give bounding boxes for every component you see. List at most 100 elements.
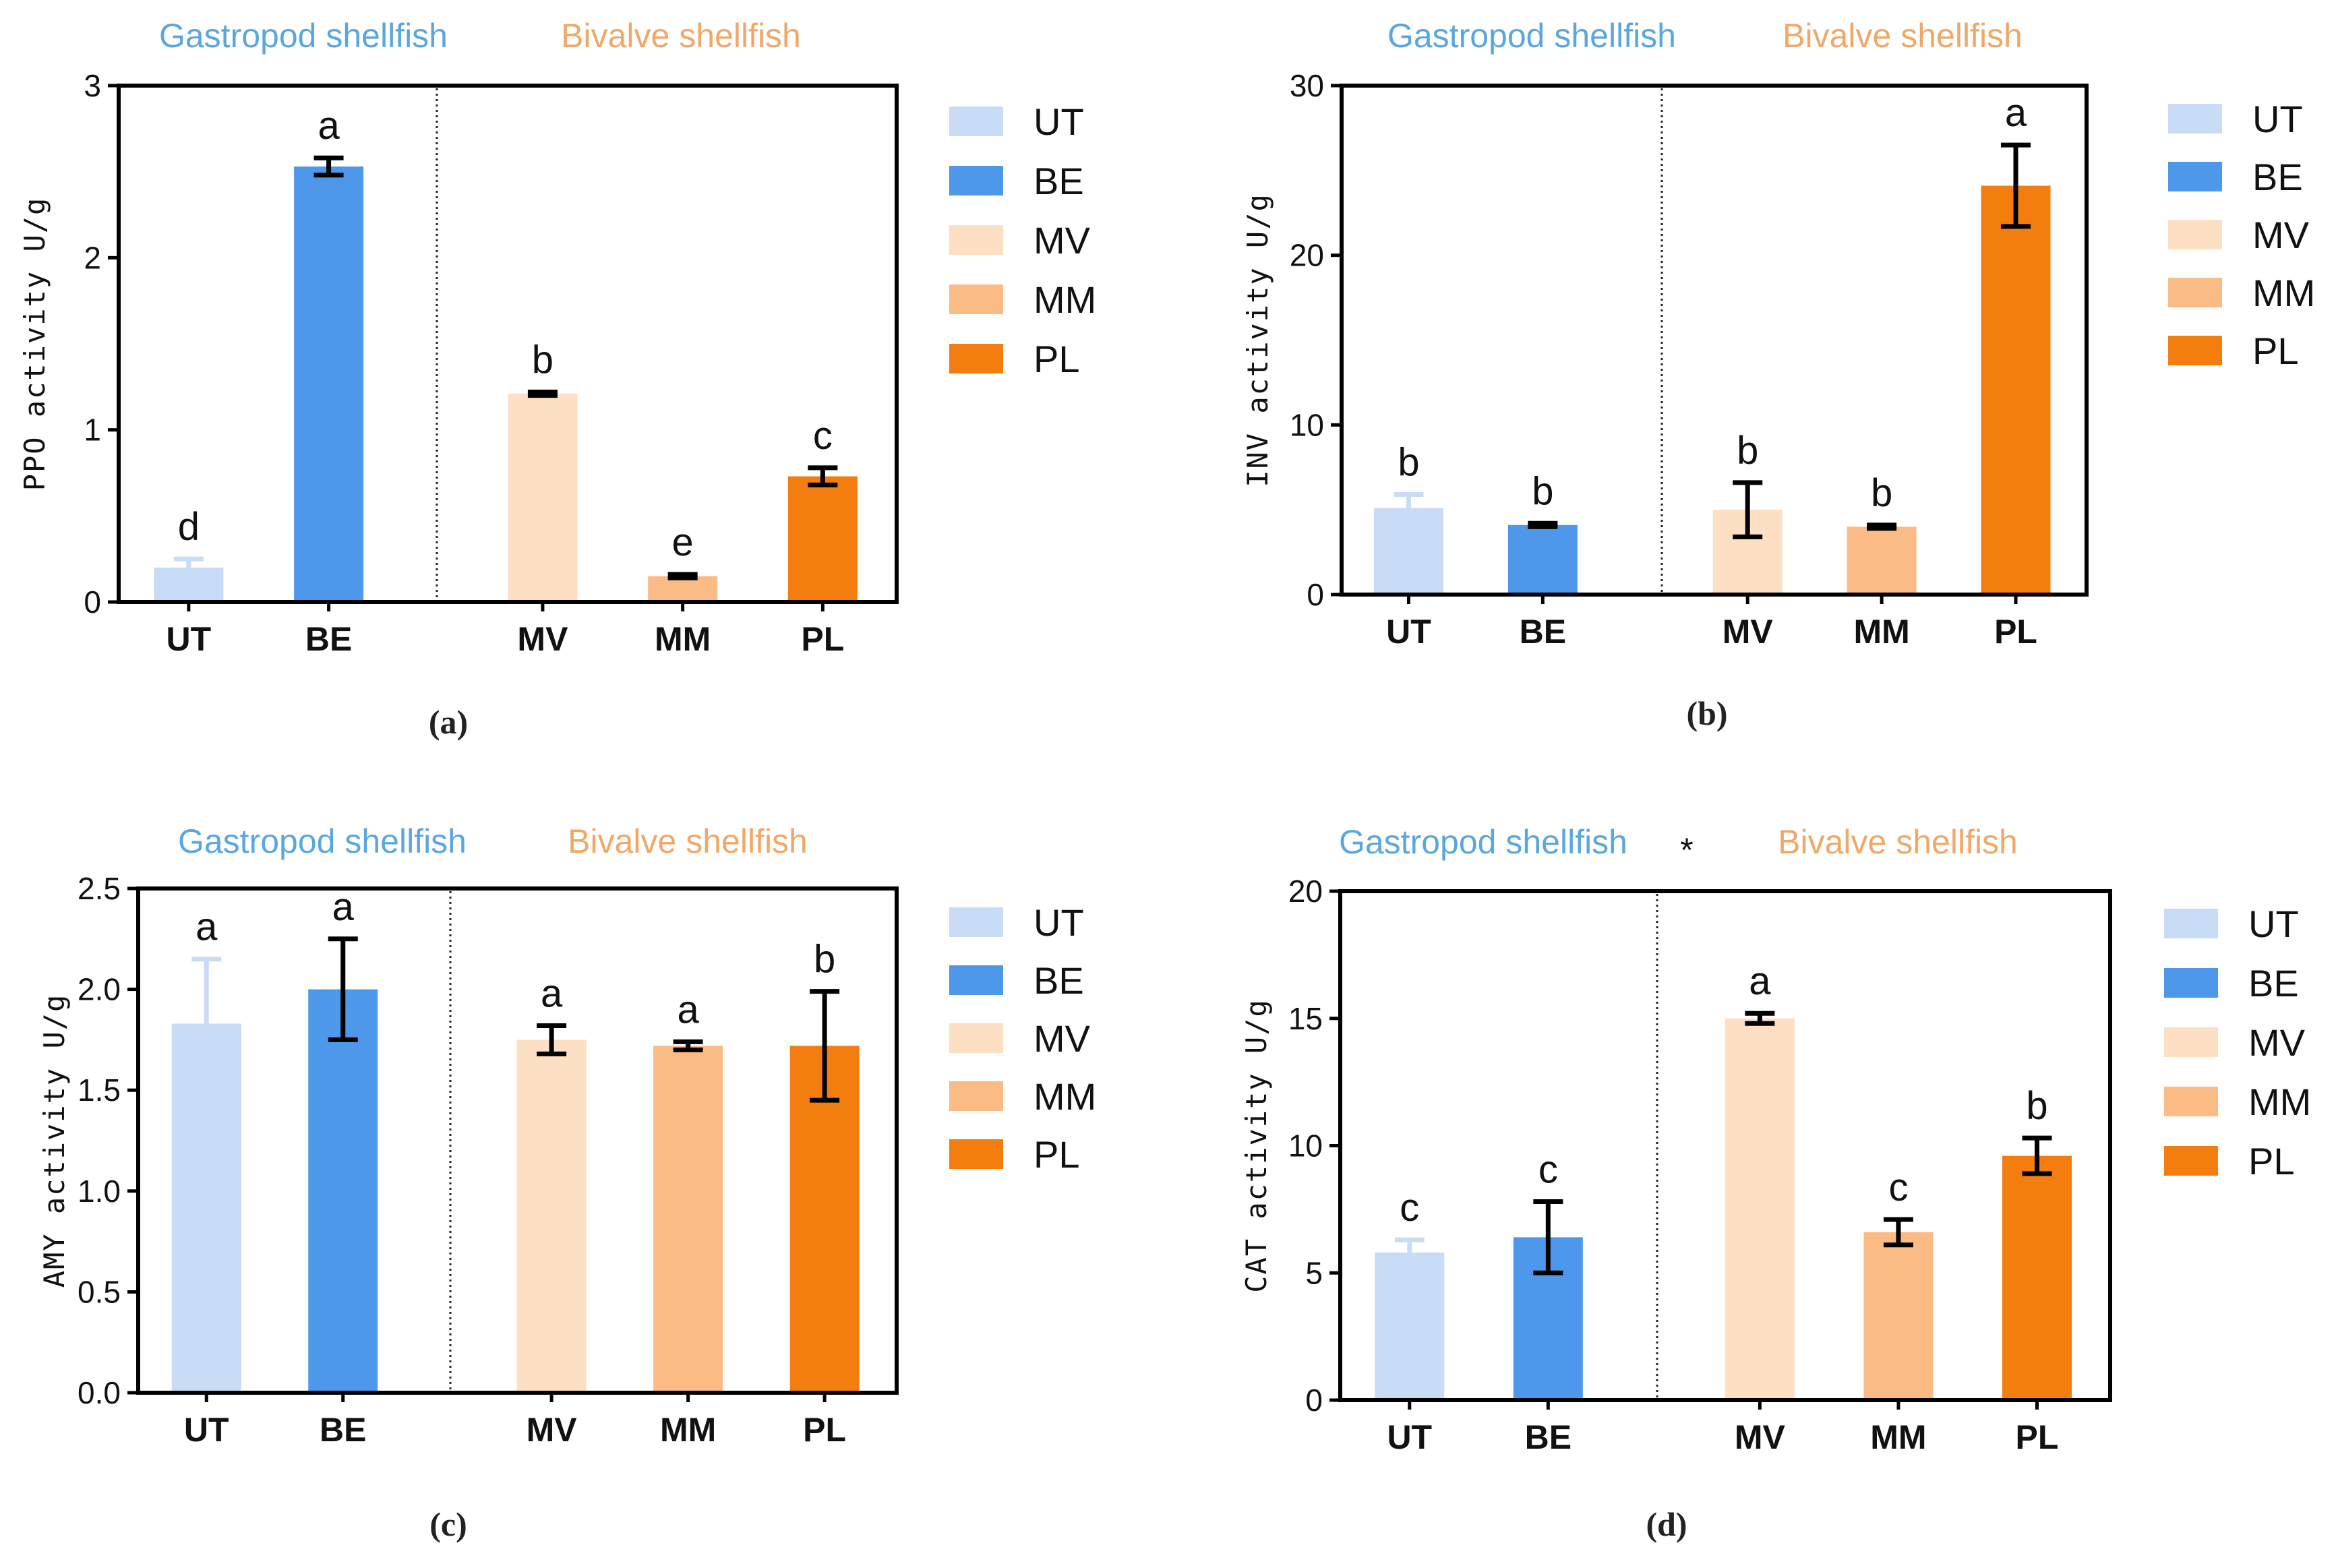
legend-swatch-mm <box>2168 278 2222 307</box>
y-tick-label: 30 <box>1290 68 1324 103</box>
legend-swatch-ut <box>2164 909 2218 938</box>
error-bar-pl <box>2001 142 2031 229</box>
error-bar-ut <box>173 556 204 579</box>
error-bar-pl <box>2022 1135 2052 1176</box>
bar-mm <box>648 576 718 602</box>
legend-swatch-be <box>2164 968 2218 998</box>
bar-be <box>294 167 364 603</box>
error-bar-mv <box>537 1023 567 1056</box>
legend-label: PL <box>1034 338 1080 380</box>
legend-label: MV <box>2248 1021 2306 1064</box>
error-bar-mm <box>1883 1217 1913 1248</box>
significance-letter: d <box>178 505 200 549</box>
plot-frame <box>1338 889 2112 1402</box>
bar-ut <box>1375 1253 1445 1400</box>
panel-caption: (c) <box>429 1505 467 1543</box>
x-tick-label: BE <box>305 620 352 658</box>
legend-swatch-mm <box>949 1081 1003 1111</box>
error-bar-ut <box>191 957 222 1091</box>
x-tick-label: MV <box>1735 1418 1786 1456</box>
legend-label: PL <box>1034 1133 1080 1176</box>
legend-swatch-mv <box>2168 220 2222 249</box>
bar-pl <box>787 476 858 602</box>
x-tick-label: MM <box>1870 1418 1926 1456</box>
significance-letter: a <box>2005 91 2027 135</box>
bar-mm <box>1847 526 1917 595</box>
significance-letter: a <box>196 905 218 949</box>
y-tick-label: 0.0 <box>78 1375 121 1410</box>
legend-swatch-pl <box>949 1139 1003 1169</box>
y-tick-label: 2 <box>84 240 101 275</box>
legend-swatch-mv <box>949 225 1003 255</box>
x-tick-label: UT <box>1386 613 1431 651</box>
x-tick-label: BE <box>1520 613 1566 651</box>
error-bar-mm <box>673 1039 703 1052</box>
legend-label: UT <box>1034 100 1084 143</box>
significance-letter: a <box>1749 959 1771 1003</box>
gastropod-group-label: Gastropod shellfish <box>178 822 467 860</box>
plot-frame <box>1340 84 2089 597</box>
significance-star: * <box>1680 831 1693 869</box>
legend-label: PL <box>2252 330 2299 372</box>
x-tick-label: UT <box>167 620 212 658</box>
legend-swatch-ut <box>949 107 1003 136</box>
legend-label: PL <box>2248 1140 2295 1182</box>
bar-pl <box>789 1046 860 1393</box>
significance-letter: a <box>318 104 340 148</box>
legend-label: MM <box>2248 1081 2311 1123</box>
bar-mv <box>508 394 578 602</box>
error-bar-pl <box>810 989 840 1103</box>
bar-pl <box>1981 185 2051 595</box>
y-tick-label: 10 <box>1290 407 1324 442</box>
significance-letter: a <box>677 988 699 1031</box>
gastropod-group-label: Gastropod shellfish <box>159 17 448 55</box>
legend-label: UT <box>2248 903 2299 945</box>
y-tick-label: 15 <box>1288 1001 1323 1036</box>
x-tick-label: MM <box>1853 613 1909 651</box>
bar-be <box>1507 524 1578 595</box>
bar-mm <box>653 1046 723 1393</box>
gastropod-group-label: Gastropod shellfish <box>1387 17 1676 55</box>
x-tick-label: UT <box>184 1411 229 1449</box>
error-bar-mm <box>667 572 698 580</box>
significance-letter: b <box>1532 469 1553 513</box>
legend-label: MV <box>1034 1017 1091 1060</box>
significance-letter: b <box>1871 471 1892 515</box>
panel-caption: (d) <box>1646 1505 1687 1543</box>
significance-letter: b <box>814 938 835 982</box>
plot-frame <box>117 84 899 604</box>
chart-panel-2: Gastropod shellfish Bivalve shellfish 0 10 2… <box>1241 17 2315 732</box>
y-axis-title: PPO activity U/g <box>18 197 51 491</box>
significance-letter: b <box>532 338 553 382</box>
error-bar-be <box>328 936 358 1042</box>
error-bar-mv <box>1733 480 1763 539</box>
chart-panel-4: Gastropod shellfish Bivalve shellfish * 0 5 1… <box>1240 823 2311 1543</box>
y-tick-label: 2.0 <box>78 972 121 1007</box>
legend-label: BE <box>2252 156 2303 198</box>
error-bar-mv <box>527 389 558 398</box>
gastropod-group-label: Gastropod shellfish <box>1339 823 1627 861</box>
x-tick-label: MM <box>655 620 711 658</box>
y-axis-title: AMY activity U/g <box>38 994 71 1288</box>
legend-label: BE <box>1034 959 1084 1002</box>
legend-label: MM <box>1034 1075 1096 1118</box>
y-tick-label: 0 <box>1307 577 1324 612</box>
legend-swatch-pl <box>2168 336 2222 365</box>
legend-swatch-ut <box>949 907 1003 937</box>
legend-label: MV <box>2252 214 2310 256</box>
bar-mv <box>516 1039 587 1393</box>
legend-label: MV <box>1034 219 1091 262</box>
bar-mv <box>1725 1018 1795 1400</box>
x-tick-label: UT <box>1387 1418 1432 1456</box>
y-tick-label: 5 <box>1305 1255 1323 1290</box>
legend-label: UT <box>2252 98 2303 140</box>
panel-caption: (b) <box>1686 694 1727 732</box>
bivalve-group-label: Bivalve shellfish <box>1783 17 2023 55</box>
legend-label: MM <box>1034 278 1096 321</box>
x-tick-label: MV <box>527 1411 578 1449</box>
legend-swatch-be <box>949 965 1003 995</box>
x-tick-label: MM <box>660 1411 716 1449</box>
y-tick-label: 0 <box>84 584 101 620</box>
x-tick-label: BE <box>320 1411 366 1449</box>
